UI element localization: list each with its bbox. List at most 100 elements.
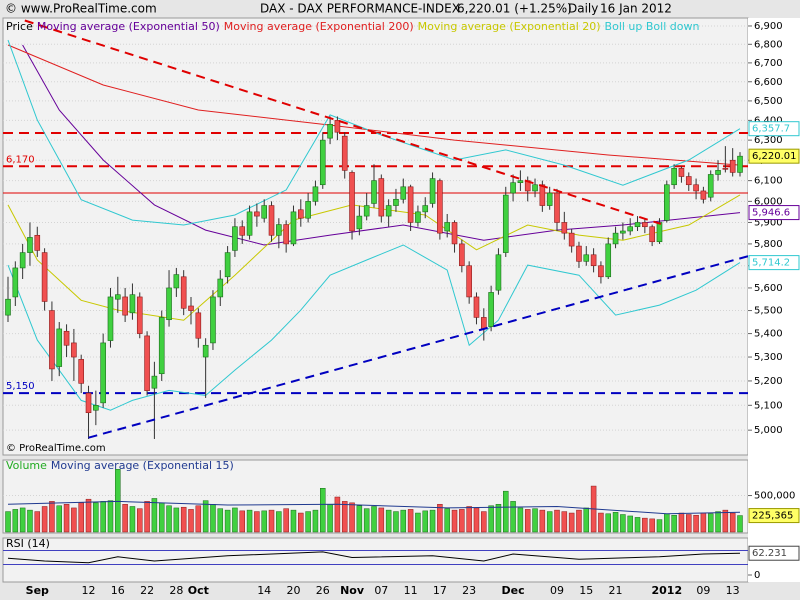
candle-body: [63, 330, 70, 346]
volume-bar: [422, 510, 428, 533]
candle-body: [393, 198, 399, 206]
legend-entry: RSI (14): [6, 537, 50, 550]
volume-bar: [298, 512, 304, 533]
candle-body: [656, 222, 663, 243]
candle-body: [620, 230, 626, 234]
volume-bar: [407, 509, 414, 533]
volume-bar: [129, 506, 136, 533]
volume-bar: [327, 504, 333, 533]
volume-bar: [554, 509, 560, 533]
end-label-box: [748, 121, 800, 137]
price-panel: [2, 17, 749, 456]
volume-bar: [107, 500, 114, 533]
volume-bar: [78, 502, 84, 533]
end-label: 6,357.7: [752, 124, 790, 135]
candle-body: [297, 209, 304, 219]
volume-bar: [642, 517, 648, 533]
volume-bar: [371, 506, 377, 533]
x-tick-label: 16: [111, 584, 125, 597]
volume-bar: [488, 505, 494, 533]
candle-body: [180, 276, 187, 309]
candle-body: [290, 211, 297, 245]
candle-body: [122, 296, 128, 316]
volume-bar: [261, 510, 267, 533]
candle-body: [715, 170, 721, 175]
candle-body: [451, 222, 458, 245]
volume-bar: [41, 506, 48, 533]
candle-body: [590, 254, 597, 267]
volume-average: [7, 500, 741, 515]
x-tick-label: 2012: [651, 584, 682, 597]
candle-body: [378, 178, 385, 217]
y-tick-label: 5,000: [754, 425, 783, 436]
volume-bar: [312, 509, 319, 533]
x-tick-label: 17: [433, 584, 447, 597]
x-tick-label: 14: [257, 584, 271, 597]
candle-body: [444, 222, 451, 232]
volume-bar: [466, 506, 472, 533]
legend-entry: Moving average (Exponential 200): [224, 20, 414, 33]
candle-body: [642, 222, 648, 228]
volume-bar: [363, 508, 370, 533]
y-tick-label: 5,500: [754, 306, 783, 317]
candle-body: [671, 168, 677, 186]
volume-bar: [195, 505, 202, 533]
y-tick-label: 5,100: [754, 400, 783, 411]
volume-bar: [568, 512, 575, 533]
candle-body: [224, 252, 231, 278]
y-tick-label: 500,000: [754, 491, 795, 502]
y-tick-label: 5,300: [754, 352, 783, 363]
volume-bar: [217, 508, 224, 533]
end-label: 5,714.2: [752, 258, 790, 269]
volume-bar: [451, 509, 458, 533]
candle-body: [239, 226, 246, 236]
volume-bar: [115, 469, 121, 533]
x-tick-label: Dec: [502, 584, 525, 597]
volume-bar: [276, 511, 282, 533]
candle-body: [210, 296, 216, 344]
rsi-line: [7, 551, 741, 564]
volume-bar: [239, 510, 245, 533]
right-axis: [748, 18, 800, 582]
candle-body: [246, 211, 253, 236]
candle-body: [502, 194, 509, 253]
volume-bar: [429, 509, 436, 533]
volume-bar: [188, 509, 194, 533]
y-tick-label: 6,300: [754, 135, 783, 146]
y-tick-label: 5,900: [754, 217, 783, 228]
level-label: 5,150: [6, 381, 35, 392]
candle-body: [685, 176, 692, 186]
candle-body: [151, 375, 158, 389]
volume-bar: [334, 496, 341, 533]
candle-body: [129, 294, 136, 314]
candle-body: [459, 243, 465, 267]
x-tick-label: 09: [696, 584, 710, 597]
y-tick-label: 6,000: [754, 196, 783, 207]
volume-bar: [34, 511, 41, 533]
candle-body: [202, 344, 209, 358]
legend-entry: Moving average (Exponential 20): [418, 20, 601, 33]
volume-bar: [180, 506, 187, 533]
x-tick-label: 15: [579, 584, 593, 597]
candle-body: [532, 184, 538, 192]
rsi-panel: [2, 537, 749, 583]
candle-body: [34, 234, 41, 251]
end-label-box: [748, 255, 800, 271]
indicator-line: [22, 44, 741, 246]
candle-body: [678, 168, 685, 177]
x-tick-label: Sep: [26, 584, 49, 597]
volume-bar: [27, 509, 33, 533]
candle-body: [232, 226, 238, 251]
volume-bar: [532, 508, 538, 533]
volume-bar: [71, 507, 77, 533]
volume-bar: [56, 505, 62, 533]
candle-body: [627, 226, 634, 232]
volume-bar: [254, 511, 260, 533]
volume-bar: [539, 509, 546, 533]
volume-bar: [246, 509, 253, 533]
x-tick-label: Oct: [188, 584, 209, 597]
y-tick-label: 6,700: [754, 58, 783, 69]
volume-bar: [320, 488, 326, 533]
plot-area: [3, 550, 748, 565]
volume-bar: [678, 512, 685, 533]
